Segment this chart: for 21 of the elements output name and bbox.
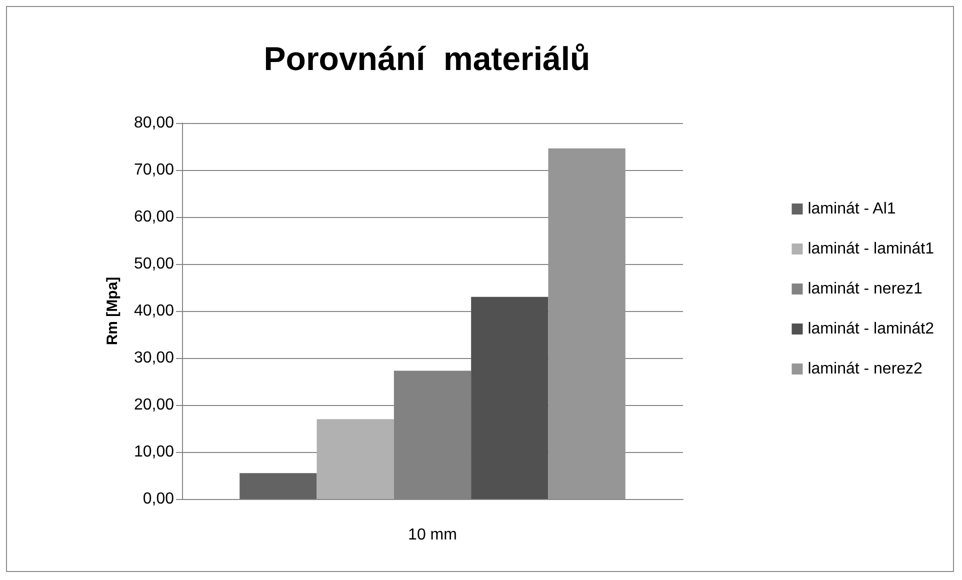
- bar: [471, 296, 548, 499]
- legend-label: laminát - nerez1: [808, 280, 923, 298]
- bar: [316, 419, 394, 499]
- bar: [548, 148, 626, 499]
- y-tick-label: 80,00: [134, 114, 174, 132]
- y-tick-label: 0,00: [142, 490, 174, 508]
- y-tick-label: 40,00: [134, 302, 174, 320]
- y-tick-label: 70,00: [134, 162, 174, 178]
- legend-label: laminát - laminát2: [808, 320, 934, 338]
- y-tick-label: 50,00: [134, 256, 174, 272]
- y-tick-label: 60,00: [134, 208, 174, 226]
- y-tick-label: 10,00: [134, 444, 174, 460]
- bar: [240, 473, 317, 499]
- legend-label: laminát - nerez2: [808, 360, 923, 378]
- y-tick-label: 30,00: [134, 350, 174, 366]
- legend-label: laminát - Al1: [808, 200, 896, 218]
- chart-title: Porovnání materiálů: [264, 40, 590, 77]
- y-axis-title: Rm [Mpa]: [104, 276, 121, 346]
- y-tick-label: 20,00: [134, 396, 174, 414]
- x-tick-label: 10 mm: [408, 526, 457, 544]
- legend-label: laminát - laminát1: [808, 240, 934, 258]
